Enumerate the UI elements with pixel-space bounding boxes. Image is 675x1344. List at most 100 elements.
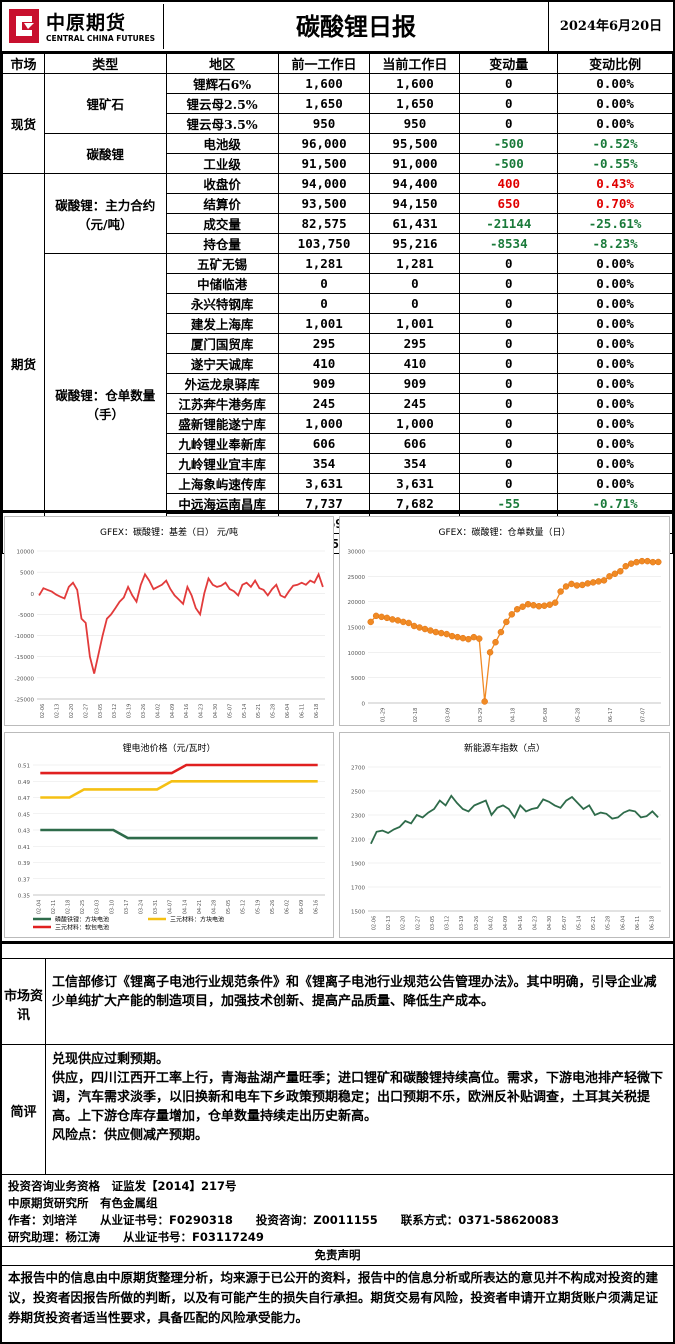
x-tick-label: 04-02 xyxy=(489,916,495,931)
data-point xyxy=(372,612,380,620)
x-tick-label: 06-16 xyxy=(314,900,320,915)
prev-value: 96,000 xyxy=(277,133,371,154)
data-point xyxy=(600,577,608,584)
x-tick-label: 04-16 xyxy=(518,916,524,931)
data-point xyxy=(394,617,402,624)
change-value: -55 xyxy=(459,493,559,514)
y-tick-label: 2500 xyxy=(351,790,365,796)
table-row: 九岭锂业奉新库 606 606 0 0.00% xyxy=(3,433,673,454)
x-tick-label: 02-04 xyxy=(36,900,42,915)
cur-value: 295 xyxy=(369,333,461,354)
x-tick-label: 02-27 xyxy=(83,704,89,719)
row-label: 收盘价 xyxy=(165,173,279,194)
change-value: 0 xyxy=(459,313,559,334)
x-tick-label: 02-20 xyxy=(401,916,407,931)
x-tick-label: 05-05 xyxy=(226,900,232,915)
y-tick-label: 25000 xyxy=(348,575,366,581)
separator xyxy=(0,941,675,944)
y-tick-label: 0.43 xyxy=(18,829,31,835)
y-tick-label: 0.39 xyxy=(18,861,31,867)
x-tick-label: 03-09 xyxy=(445,708,451,723)
page-title: 碳酸锂日报 xyxy=(164,0,549,53)
change-pct: -0.55% xyxy=(557,153,673,174)
data-point xyxy=(492,638,499,646)
data-point xyxy=(432,628,440,636)
col-header: 前一工作日 xyxy=(277,53,371,74)
change-pct: 0.00% xyxy=(557,433,673,454)
report-header: 中原期货 CENTRAL CHINA FUTURES 碳酸锂日报 2024年6月… xyxy=(0,0,675,53)
change-value: 0 xyxy=(459,293,559,314)
series-line xyxy=(40,779,318,799)
change-value: 0 xyxy=(459,473,559,494)
y-tick-label: 0.35 xyxy=(18,894,31,900)
data-point xyxy=(535,602,543,610)
data-point xyxy=(557,588,564,595)
y-tick-label: 2700 xyxy=(351,766,365,772)
y-tick-label: 1700 xyxy=(351,886,365,892)
table-row: 上海象屿速传库 3,631 3,631 0 0.00% xyxy=(3,473,673,494)
prev-value: 1,000 xyxy=(277,413,371,434)
cur-value: 94,400 xyxy=(369,173,461,194)
change-value: 0 xyxy=(459,433,559,454)
chart-title: GFEX：碳酸锂：仓单数量（日） xyxy=(438,526,570,538)
data-point xyxy=(573,582,581,589)
y-tick-label: 0.49 xyxy=(18,780,31,786)
x-tick-label: 02-20 xyxy=(69,704,75,719)
x-tick-label: 05-07 xyxy=(227,704,233,719)
series-line xyxy=(370,560,659,702)
prev-value: 1,600 xyxy=(277,73,371,94)
prev-value: 94,000 xyxy=(277,173,371,194)
change-pct: 0.00% xyxy=(557,473,673,494)
col-header: 市场 xyxy=(2,53,45,74)
prev-value: 0 xyxy=(277,273,371,294)
change-pct: 0.00% xyxy=(557,353,673,374)
table-row: 碳酸锂：仓单数量（手） 五矿无锡 1,281 1,281 0 0.00% xyxy=(3,253,673,554)
table-row: 中远海运南昌库 7,737 7,682 -55 -0.71% xyxy=(3,493,673,514)
cur-value: 95,216 xyxy=(369,233,461,254)
data-point xyxy=(627,560,635,567)
y-tick-label: 10000 xyxy=(17,550,35,556)
x-tick-label: 05-28 xyxy=(576,708,582,723)
x-tick-label: 06-02 xyxy=(285,900,291,915)
cur-value: 410 xyxy=(369,353,461,374)
x-tick-label: 05-14 xyxy=(576,916,582,931)
chart-title: GFEX：碳酸锂：基差（日） 元/吨 xyxy=(100,526,238,538)
prev-value: 93,500 xyxy=(277,193,371,214)
x-tick-label: 02-11 xyxy=(51,900,57,915)
y-tick-label: 30000 xyxy=(348,550,366,556)
series-line xyxy=(38,571,324,674)
x-tick-label: 05-08 xyxy=(543,708,549,723)
data-point xyxy=(524,600,532,608)
logo-en: CENTRAL CHINA FUTURES xyxy=(46,34,155,43)
type-warrant: 碳酸锂：仓单数量（手） xyxy=(43,253,167,554)
data-point xyxy=(541,602,548,609)
x-tick-label: 04-16 xyxy=(184,704,190,719)
cur-value: 94,150 xyxy=(369,193,461,214)
row-label: 中储临港 xyxy=(165,273,279,294)
y-tick-label: 5000 xyxy=(351,676,365,682)
row-label: 盛新锂能遂宁库 xyxy=(165,413,279,434)
row-label: 结算价 xyxy=(165,193,279,214)
x-tick-label: 02-13 xyxy=(55,704,61,719)
cur-value: 1,650 xyxy=(369,93,461,114)
row-label: 中远海运南昌库 xyxy=(165,493,279,514)
change-value: 400 xyxy=(459,173,559,194)
table-row: 盛新锂能遂宁库 1,000 1,000 0 0.00% xyxy=(3,413,673,434)
review-label: 简评 xyxy=(2,1045,46,1175)
x-tick-label: 03-19 xyxy=(127,704,133,719)
x-tick-label: 03-29 xyxy=(478,708,484,723)
disclaimer-title: 免责声明 xyxy=(2,1246,673,1265)
x-tick-label: 02-18 xyxy=(66,900,72,915)
prev-value: 909 xyxy=(277,373,371,394)
legend-label: 磷酸铁锂：方块电池 xyxy=(55,916,109,924)
legend-label: 三元材料：方块电池 xyxy=(170,916,224,924)
cur-value: 909 xyxy=(369,373,461,394)
x-tick-label: 02-06 xyxy=(371,916,377,931)
type-lc: 碳酸锂 xyxy=(43,133,167,174)
review-text: 兑现供应过剩预期。 供应，四川江西开工率上行，青海盐湖产量旺季；进口锂矿和碳酸锂… xyxy=(52,1050,667,1145)
change-pct: 0.00% xyxy=(557,293,673,314)
cur-value: 0 xyxy=(369,293,461,314)
data-point xyxy=(513,606,521,613)
y-tick-label: 2100 xyxy=(351,838,365,844)
x-tick-label: 03-17 xyxy=(124,900,130,915)
